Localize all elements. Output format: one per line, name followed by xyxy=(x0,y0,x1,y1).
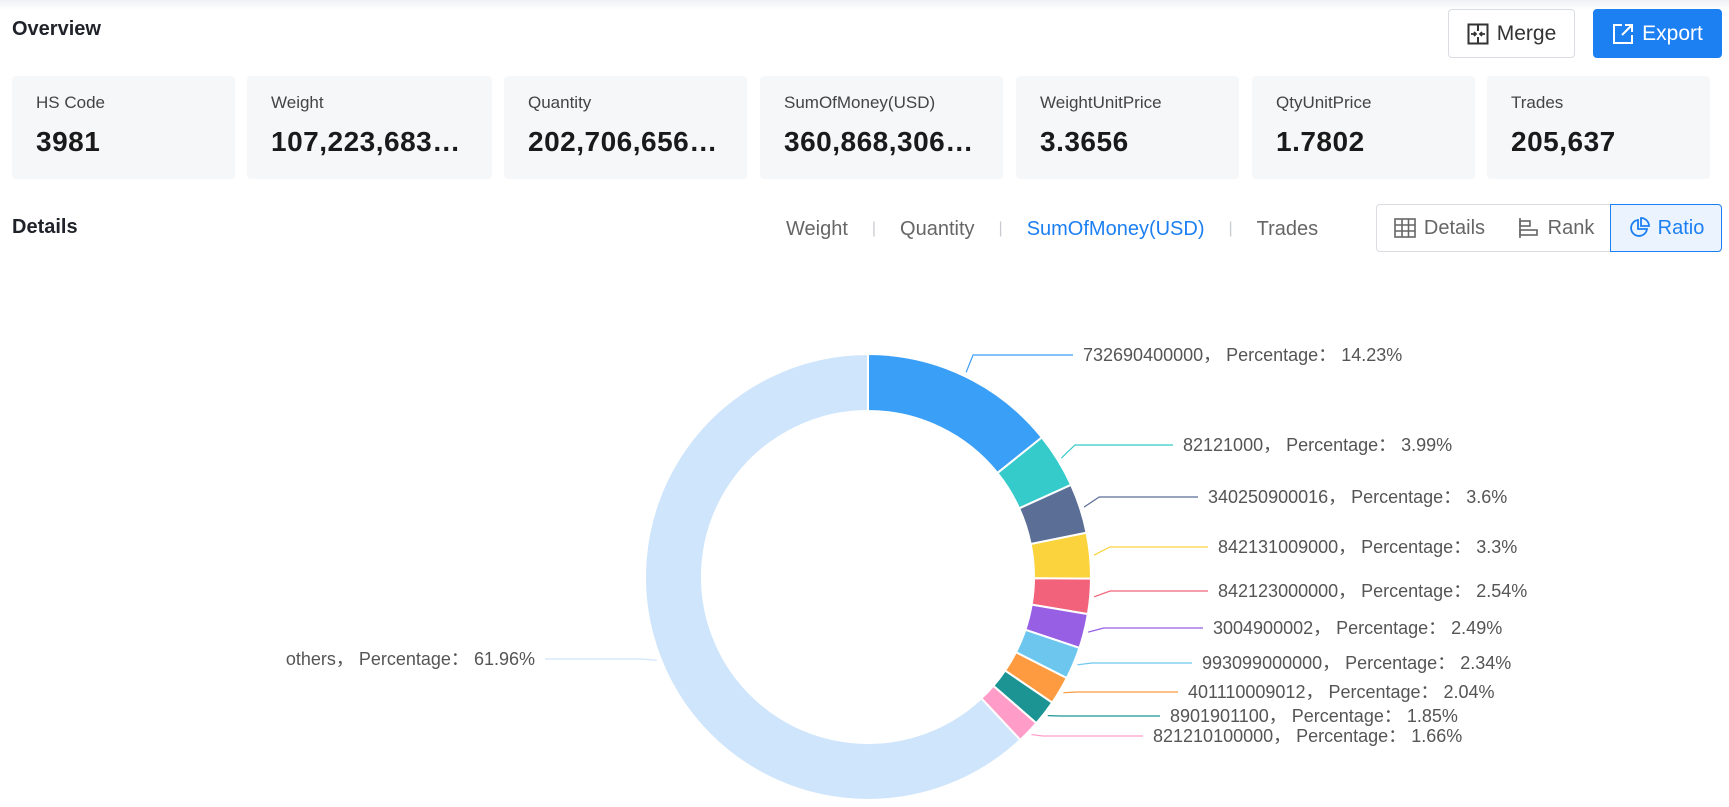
slice-label-732690400000: 732690400000， Percentage： 14.23% xyxy=(1083,345,1402,365)
merge-button[interactable]: Merge xyxy=(1448,9,1575,58)
label-leader-line xyxy=(1088,627,1203,633)
tab-divider: | xyxy=(1228,220,1233,237)
slice-label-3004900002: 3004900002， Percentage： 2.49% xyxy=(1213,618,1502,638)
tab-sum-of-money[interactable]: SumOfMoney(USD) xyxy=(1026,217,1205,240)
card-sum-of-money: SumOfMoney(USD) 360,868,306… xyxy=(760,76,1003,179)
card-hs-code: HS Code 3981 xyxy=(12,76,235,179)
view-ratio-button[interactable]: Ratio xyxy=(1610,204,1722,252)
top-shadow xyxy=(0,0,1729,10)
slice-label-82121000: 82121000， Percentage： 3.99% xyxy=(1183,435,1452,455)
label-leader-line xyxy=(1063,691,1178,694)
tab-divider: | xyxy=(998,220,1003,237)
tab-trades[interactable]: Trades xyxy=(1256,217,1319,240)
slice-label-821210100000: 821210100000， Percentage： 1.66% xyxy=(1153,726,1462,746)
overview-title: Overview xyxy=(12,18,101,40)
card-trades: Trades 205,637 xyxy=(1487,76,1710,179)
slice-label-8901901100: 8901901100， Percentage： 1.85% xyxy=(1170,706,1458,726)
export-button[interactable]: Export xyxy=(1593,9,1722,58)
label-leader-line xyxy=(545,658,657,661)
view-rank-label: Rank xyxy=(1547,216,1595,239)
label-leader-line xyxy=(1093,546,1208,556)
card-label: WeightUnitPrice xyxy=(1040,93,1162,112)
table-icon xyxy=(1394,218,1416,238)
slice-label-993099000000: 993099000000， Percentage： 2.34% xyxy=(1202,653,1511,673)
metric-tabs: Weight | Quantity | SumOfMoney(USD) | Tr… xyxy=(786,216,1318,242)
card-label: Trades xyxy=(1511,93,1564,112)
card-label: Weight xyxy=(271,93,324,112)
slice-label-340250900016: 340250900016， Percentage： 3.6% xyxy=(1208,487,1507,507)
tab-quantity[interactable]: Quantity xyxy=(900,217,975,240)
export-icon xyxy=(1613,23,1634,44)
merge-icon xyxy=(1467,23,1489,44)
bar-rank-icon xyxy=(1518,218,1538,238)
pie-slice-732690400000[interactable] xyxy=(867,352,1044,475)
pie-slice-others[interactable] xyxy=(644,352,1022,801)
slice-label-others: others， Percentage： 61.96% xyxy=(286,649,535,669)
card-label: SumOfMoney(USD) xyxy=(784,93,936,112)
details-title: Details xyxy=(12,216,78,238)
view-details-label: Details xyxy=(1423,216,1486,239)
slice-label-842123000000: 842123000000， Percentage： 2.54% xyxy=(1218,581,1527,601)
card-weight: Weight 107,223,683… xyxy=(247,76,492,179)
tab-weight[interactable]: Weight xyxy=(786,217,848,240)
label-leader-line xyxy=(1093,590,1208,598)
card-quantity: Quantity 202,706,656… xyxy=(504,76,747,179)
card-label: Quantity xyxy=(528,93,592,112)
label-leader-line xyxy=(1060,444,1173,459)
label-leader-line xyxy=(1031,733,1143,737)
card-label: QtyUnitPrice xyxy=(1276,93,1372,112)
label-leader-line xyxy=(1077,662,1192,666)
label-leader-line xyxy=(965,354,1073,373)
card-weight-unit-price: WeightUnitPrice 3.3656 xyxy=(1016,76,1239,179)
view-details-button[interactable]: Details xyxy=(1376,204,1503,252)
card-qty-unit-price: QtyUnitPrice 1.7802 xyxy=(1252,76,1475,179)
view-rank-button[interactable]: Rank xyxy=(1502,204,1611,252)
merge-label: Merge xyxy=(1496,21,1557,45)
slice-label-842131009000: 842131009000， Percentage： 3.3% xyxy=(1218,537,1517,557)
slice-label-401110009012: 401110009012， Percentage： 2.04% xyxy=(1188,682,1495,702)
tab-divider: | xyxy=(871,220,877,237)
export-label: Export xyxy=(1642,21,1703,45)
pie-chart-icon xyxy=(1629,217,1650,237)
view-ratio-label: Ratio xyxy=(1657,216,1705,239)
card-label: HS Code xyxy=(36,93,105,112)
label-leader-line xyxy=(1083,496,1198,508)
